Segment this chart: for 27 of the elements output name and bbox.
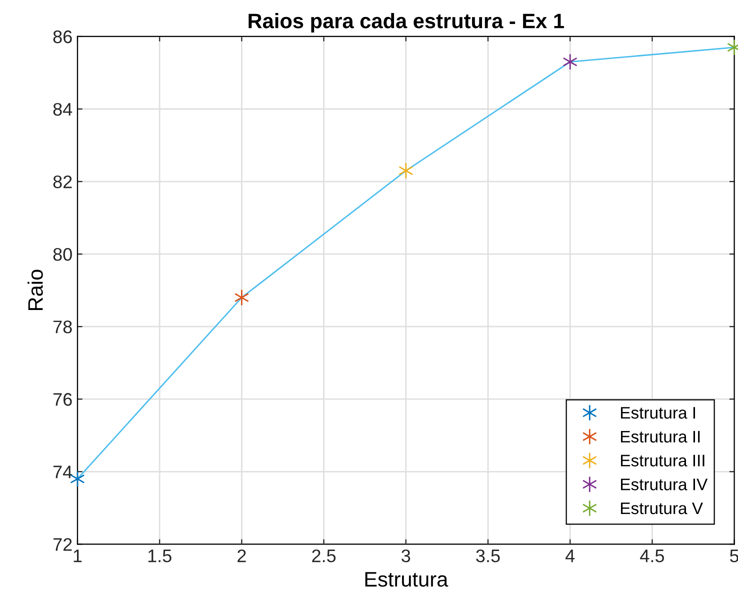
x-tick-label: 2.5 xyxy=(312,550,336,562)
y-tick-label: 78 xyxy=(53,320,72,334)
point xyxy=(562,54,578,70)
legend-label: Estrutura II xyxy=(621,430,700,443)
y-tick-label: 74 xyxy=(53,466,72,478)
x-tick-label: 3.5 xyxy=(476,550,500,562)
x-tick-label: 4 xyxy=(566,550,575,562)
x-tick-label: 4.5 xyxy=(640,550,664,562)
legend-label: Estrutura IV xyxy=(621,478,708,490)
legend-label: Estrutura V xyxy=(621,502,703,514)
x-tick-label: 1 xyxy=(74,550,82,562)
y-tick-label: 86 xyxy=(53,30,72,44)
y-tick-label: 82 xyxy=(53,175,72,188)
legend-label: Estrutura III xyxy=(621,454,704,466)
x-axis-title: Estrutura xyxy=(365,572,448,587)
x-tick-label: 2 xyxy=(238,550,246,562)
y-tick-label: 76 xyxy=(53,393,72,406)
point xyxy=(398,162,414,179)
y-tick-label: 84 xyxy=(53,102,72,116)
x-tick-label: 3 xyxy=(402,550,410,562)
x-tick-label: 1.5 xyxy=(148,550,172,562)
y-tick-label: 72 xyxy=(53,538,72,551)
chart-title: Raios para cada estrutura - Ex 1 xyxy=(248,13,564,32)
legend-label: Estrutura I xyxy=(621,407,695,419)
y-tick-label: 80 xyxy=(53,248,72,261)
y-axis-title: Raio xyxy=(28,270,43,310)
point xyxy=(234,289,250,306)
